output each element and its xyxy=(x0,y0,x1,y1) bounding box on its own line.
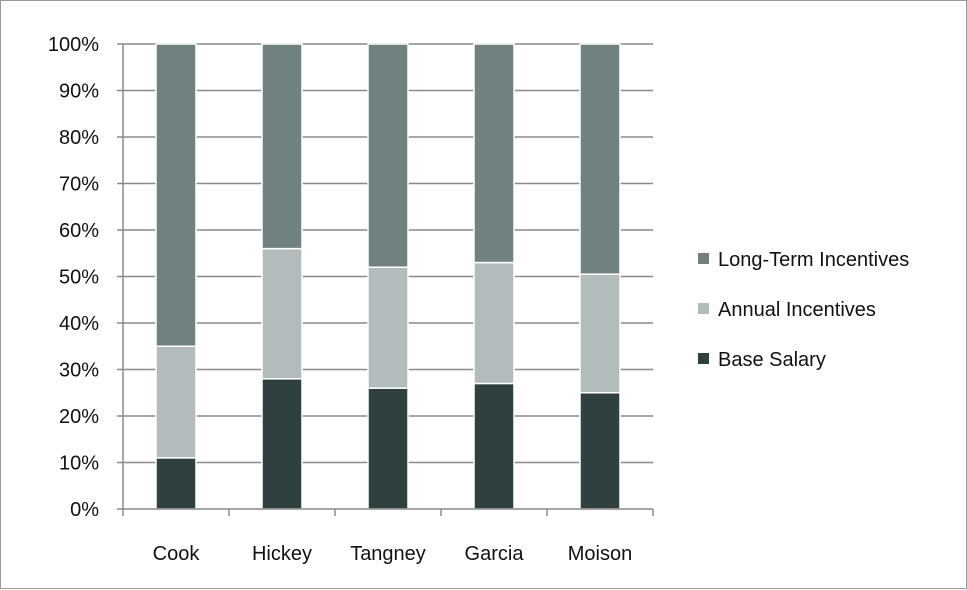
bars xyxy=(155,43,621,510)
x-tick-label: Moison xyxy=(568,543,632,565)
bar-segment-long-term-incentives xyxy=(261,43,303,250)
legend-label: Base Salary xyxy=(718,349,826,371)
y-tick-label: 10% xyxy=(59,453,99,475)
y-tick-label: 20% xyxy=(59,406,99,428)
bar-segment-base-salary xyxy=(473,382,515,510)
x-tick-label: Tangney xyxy=(350,543,426,565)
bar-segment-long-term-incentives xyxy=(579,43,621,275)
y-tick-label: 0% xyxy=(70,499,99,521)
legend-swatch xyxy=(698,353,709,364)
bar-segment-base-salary xyxy=(155,457,197,510)
y-tick-label: 40% xyxy=(59,313,99,335)
bar-segment-base-salary xyxy=(367,387,409,510)
bar-segment-base-salary xyxy=(579,392,621,510)
axes xyxy=(117,43,654,516)
legend-swatch xyxy=(698,253,709,264)
bar-segment-annual-incentives xyxy=(473,261,515,385)
x-tick-label: Garcia xyxy=(465,543,525,565)
bar-segment-long-term-incentives xyxy=(367,43,409,268)
y-tick-label: 80% xyxy=(59,127,99,149)
bar-segment-long-term-incentives xyxy=(155,43,197,347)
y-tick-label: 50% xyxy=(59,267,99,289)
y-tick-label: 90% xyxy=(59,81,99,103)
bar-segment-base-salary xyxy=(261,378,303,510)
x-tick-label: Hickey xyxy=(252,543,312,565)
legend: Long-Term Incentives Annual Incentives Bas… xyxy=(698,249,909,371)
tick-labels: 0% 10% 20% 30% 40% 50% 60% 70% 80% 90% 100% Cook Hic… xyxy=(48,34,632,565)
legend-label: Long-Term Incentives xyxy=(718,249,909,271)
legend-label: Annual Incentives xyxy=(718,299,876,321)
bar-segment-annual-incentives xyxy=(367,266,409,389)
legend-swatch xyxy=(698,303,709,314)
x-tick-label: Cook xyxy=(153,543,201,565)
bar-segment-long-term-incentives xyxy=(473,43,515,264)
y-tick-label: 70% xyxy=(59,174,99,196)
bar-segment-annual-incentives xyxy=(155,345,197,459)
y-tick-label: 60% xyxy=(59,220,99,242)
y-tick-label: 100% xyxy=(48,34,99,56)
bar-segment-annual-incentives xyxy=(261,247,303,380)
y-tick-label: 30% xyxy=(59,360,99,382)
bar-segment-annual-incentives xyxy=(579,273,621,394)
